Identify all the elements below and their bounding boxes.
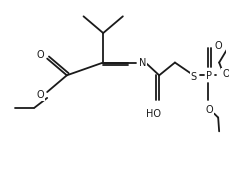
Text: O: O — [36, 50, 44, 60]
Text: HO: HO — [145, 109, 160, 119]
Text: P: P — [205, 71, 211, 81]
Text: N: N — [138, 57, 145, 68]
Text: O: O — [205, 105, 212, 115]
Text: S: S — [190, 72, 196, 82]
Text: O: O — [213, 41, 221, 51]
Text: O: O — [221, 69, 229, 79]
Text: O: O — [36, 90, 44, 100]
